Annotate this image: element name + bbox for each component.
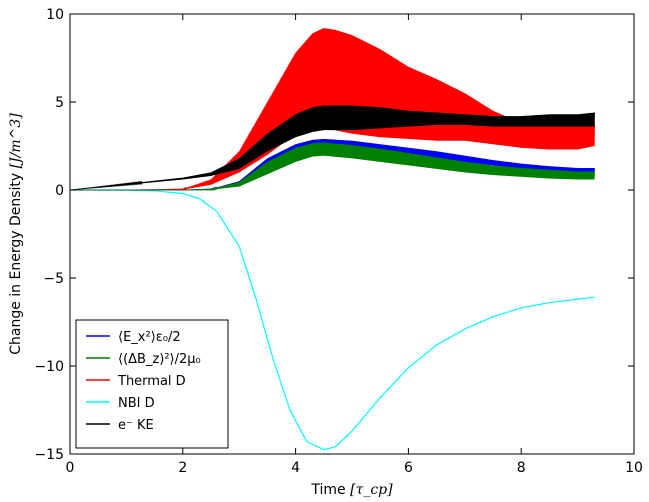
legend-label: ⟨E_x²⟩ε₀/2 [118,330,181,345]
legend-label: e⁻ KE [118,418,154,433]
x-tick-label: 10 [625,460,643,476]
x-tick-label: 0 [66,460,75,476]
y-tick-label: −5 [43,271,64,287]
legend-box [75,319,229,449]
series-line-0 [70,189,595,451]
series-line-2 [70,105,595,191]
plot-area [70,28,595,451]
y-tick-label: 0 [55,183,64,199]
y-tick-label: 5 [55,95,64,111]
x-tick-label: 6 [404,460,413,476]
legend: ⟨E_x²⟩ε₀/2 ⟨(ΔB_z)²⟩/2μ₀ Thermal D NBI D e⁻ … [75,319,229,449]
x-tick-label: 8 [517,460,526,476]
y-axis-label: Change in Energy Density [J/m^3] [8,113,24,355]
x-tick-label: 2 [178,460,187,476]
legend-label: Thermal D [117,374,186,389]
x-tick-label: 4 [291,460,300,476]
legend-label: ⟨(ΔB_z)²⟩/2μ₀ [118,352,201,367]
series-group [70,28,595,451]
x-axis-unit: [τ_cp] [350,482,393,498]
legend-label: NBI D [118,396,155,411]
y-tick-label: −10 [34,359,64,375]
series-line-4 [70,142,595,191]
y-axis-unit: [J/m^3] [8,113,24,169]
y-tick-label: −15 [34,447,64,463]
y-tick-label: 10 [46,7,64,23]
axis-labels: Time [τ_cp] Change in Energy Density [J/… [8,113,393,498]
axes: 0 2 4 6 8 10 −15 −10 −5 0 5 10 [34,7,642,476]
x-axis-label: Time [τ_cp] [310,482,393,498]
plot-frame [69,13,635,455]
